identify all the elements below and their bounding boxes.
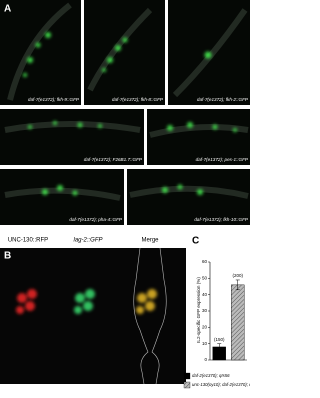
legend-swatch [183, 381, 191, 389]
micrograph [84, 0, 165, 105]
panel-a: A daf-7(e1372); fkh-9::GFP daf-7(e1372);… [0, 0, 250, 225]
image-label: daf-7(e1372); fkh-2::GFP [197, 97, 249, 102]
image-label: daf-7(e1372); pha-4::GFP [69, 217, 123, 222]
figure: A daf-7(e1372); fkh-9::GFP daf-7(e1372);… [0, 0, 250, 389]
micrograph [0, 109, 144, 165]
bar-label: (200) [232, 273, 243, 278]
panel-letter: C [192, 236, 199, 247]
column-header: UNC-130::RFP [8, 238, 48, 244]
y-axis-label: IL2-specific GFP expression (%) [196, 277, 201, 343]
image-label: daf-7(e1372); pes-1::GFP [196, 157, 249, 162]
y-tick-label: 60 [202, 259, 208, 264]
column-header: lag-2::GFP [73, 238, 102, 244]
y-tick-label: 40 [202, 292, 208, 297]
error-bar [235, 279, 240, 291]
panel-letter: A [4, 4, 11, 15]
micrograph [147, 109, 250, 165]
bar-label: (150) [214, 337, 225, 342]
legend-label: daf-2(e1370); qIs56 [192, 373, 230, 378]
column-header: Merge [141, 238, 159, 244]
panel-letter: B [4, 251, 11, 262]
image-label: daf-7(e1372); fkh-10::GFP [194, 217, 249, 222]
y-tick-label: 10 [202, 341, 208, 346]
image-label: daf-7(e1372); fkh-9::GFP [28, 97, 80, 102]
panel-b: UNC-130::RFP lag-2::GFP Merge B [0, 232, 186, 385]
legend-swatch [183, 372, 191, 380]
y-tick-label: 20 [202, 325, 208, 330]
y-tick-label: 30 [202, 308, 208, 313]
bar [231, 284, 245, 361]
error-bar [217, 343, 222, 351]
legend-label: unc-130(oy10); daf-2(e1370); qIs56 [192, 382, 250, 387]
y-tick-label: 0 [204, 357, 207, 362]
bar-chart: C IL2-specific GFP expression (%) 0 10 20 3… [183, 236, 250, 389]
micrograph [127, 169, 250, 225]
y-tick-label: 50 [202, 276, 208, 281]
image-label: daf-7(e1372); fkh-8::GFP [112, 97, 164, 102]
image-label: daf-7(e1372); F26B1.7::GFP [84, 157, 143, 162]
